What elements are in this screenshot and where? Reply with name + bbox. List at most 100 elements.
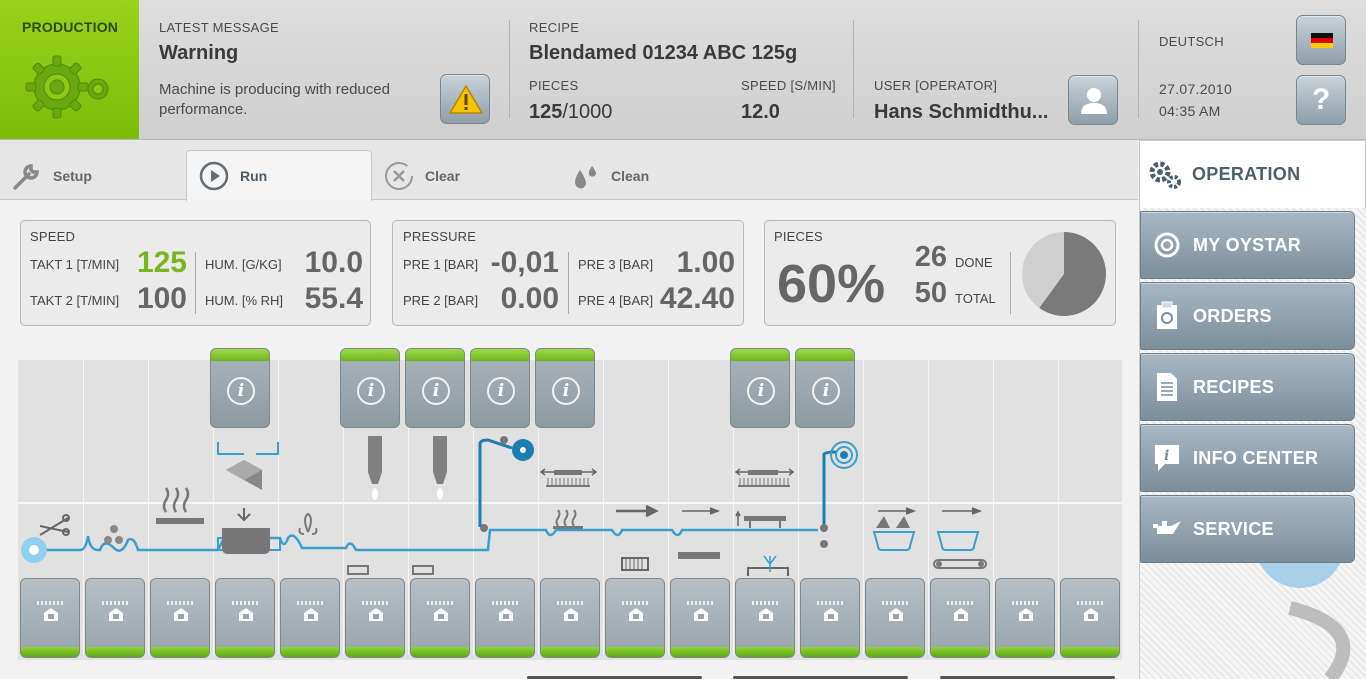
station-button-5[interactable] [280,578,340,658]
tab-setup[interactable]: Setup [0,152,186,200]
pieces-done: 125 [529,101,563,123]
gears-icon [25,55,109,119]
station-button-7[interactable] [410,578,470,658]
info-icon: i [227,377,255,405]
wrench-icon [13,164,39,190]
pieces-label: PIECES [529,78,579,93]
hum2-label: HUM. [% RH] [205,293,283,308]
nav-orders[interactable]: ORDERS [1140,282,1355,350]
station-info-button-3[interactable]: i [405,348,465,428]
station-module-icon [492,601,518,621]
operation-tab[interactable]: OPERATION [1139,140,1366,208]
station-module-icon [687,601,713,621]
document-icon [1141,372,1193,402]
station-module-icon [882,601,908,621]
hum2-value: 55.4 [304,282,363,315]
station-button-11[interactable] [670,578,730,658]
help-icon: ? [1311,83,1331,116]
pieces-panel: PIECES 60% 26 DONE 50 TOTAL [764,220,1116,326]
station-button-9[interactable] [540,578,600,658]
speed-value: 12.0 [741,101,780,123]
takt1-label: TAKT 1 [T/MIN] [30,257,120,272]
nav-my-oystar[interactable]: MY OYSTAR [1140,211,1355,279]
production-label: PRODUCTION [22,19,119,35]
station-button-13[interactable] [800,578,860,658]
pre2-label: PRE 2 [BAR] [403,293,479,308]
station-info-button-7[interactable]: i [795,348,855,428]
station-module-icon [37,601,63,621]
pre4-value: 42.40 [659,282,735,315]
tab-clear[interactable]: Clear [372,152,558,200]
station-button-4[interactable] [215,578,275,658]
info-icon: i [747,377,775,405]
station-button-10[interactable] [605,578,665,658]
pie-done-slice [1039,232,1106,316]
latest-message-text: Machine is producing with reduced perfor… [159,81,390,118]
header-bar: PRODUCTION LATEST MESSAGE Warning Machin… [0,0,1366,140]
hum1-label: HUM. [G/KG] [205,257,282,272]
svg-text:i: i [1164,448,1169,464]
station-module-icon [1077,601,1103,621]
oil-can-icon [1141,518,1193,540]
pressure-panel-title: PRESSURE [403,229,477,244]
product-flow-diagram [21,436,987,576]
oystar-icon [1141,231,1193,259]
warning-button[interactable] [440,74,490,124]
station-button-8[interactable] [475,578,535,658]
station-info-button-1[interactable]: i [210,348,270,428]
station-button-14[interactable] [865,578,925,658]
station-module-icon [1012,601,1038,621]
info-icon: i [552,377,580,405]
tab-clear-label: Clear [425,168,461,184]
station-button-12[interactable] [735,578,795,658]
pre1-value: -0,01 [490,246,559,279]
language-label: DEUTSCH [1159,34,1224,49]
warning-triangle-icon [448,84,484,114]
station-module-icon [362,601,388,621]
date-value: 27.07.2010 [1159,81,1233,97]
station-button-2[interactable] [85,578,145,658]
station-info-button-2[interactable]: i [340,348,400,428]
nav-service[interactable]: SERVICE [1140,495,1355,563]
pieces-pie-chart [1022,232,1106,316]
pieces-total: /1000 [562,101,613,123]
tab-clean[interactable]: Clean [558,152,744,200]
station-button-3[interactable] [150,578,210,658]
user-icon [1081,88,1107,114]
latest-message-label: LATEST MESSAGE [159,20,280,35]
user-button[interactable] [1068,75,1118,125]
user-label: USER [OPERATOR] [874,78,998,93]
station-module-icon [817,601,843,621]
speed-label: SPEED [S/MIN] [741,78,836,93]
nav-recipes[interactable]: RECIPES [1140,353,1355,421]
station-button-6[interactable] [345,578,405,658]
pieces-done-label: DONE [955,255,993,270]
tab-run[interactable]: Run [186,150,372,201]
pieces-panel-title: PIECES [774,229,823,244]
pressure-panel: PRESSURE PRE 1 [BAR] -0,01 PRE 2 [BAR] 0… [392,220,744,326]
station-info-button-5[interactable]: i [535,348,595,428]
time-value: 04:35 AM [1159,103,1221,119]
station-info-button-6[interactable]: i [730,348,790,428]
production-status[interactable]: PRODUCTION [0,0,139,139]
nav-recipes-label: RECIPES [1193,376,1275,397]
pieces-percent: 60% [777,254,886,314]
info-bubble-icon: i [1141,443,1193,473]
latest-message-title: Warning [159,42,239,64]
recipe-label: RECIPE [529,20,580,35]
station-module-icon [947,601,973,621]
station-button-16[interactable] [995,578,1055,658]
station-info-button-4[interactable]: i [470,348,530,428]
station-button-1[interactable] [20,578,80,658]
clear-x-icon [385,162,413,190]
pre3-value: 1.00 [676,246,735,279]
help-button[interactable]: ? [1296,75,1346,125]
station-button-15[interactable] [930,578,990,658]
takt2-value: 100 [136,282,187,315]
language-button[interactable] [1296,15,1346,65]
pieces-total-label: TOTAL [955,291,996,306]
pre4-label: PRE 4 [BAR] [578,293,654,308]
nav-info-center[interactable]: i INFO CENTER [1140,424,1355,492]
station-button-17[interactable] [1060,578,1120,658]
takt1-value: 125 [136,246,187,279]
